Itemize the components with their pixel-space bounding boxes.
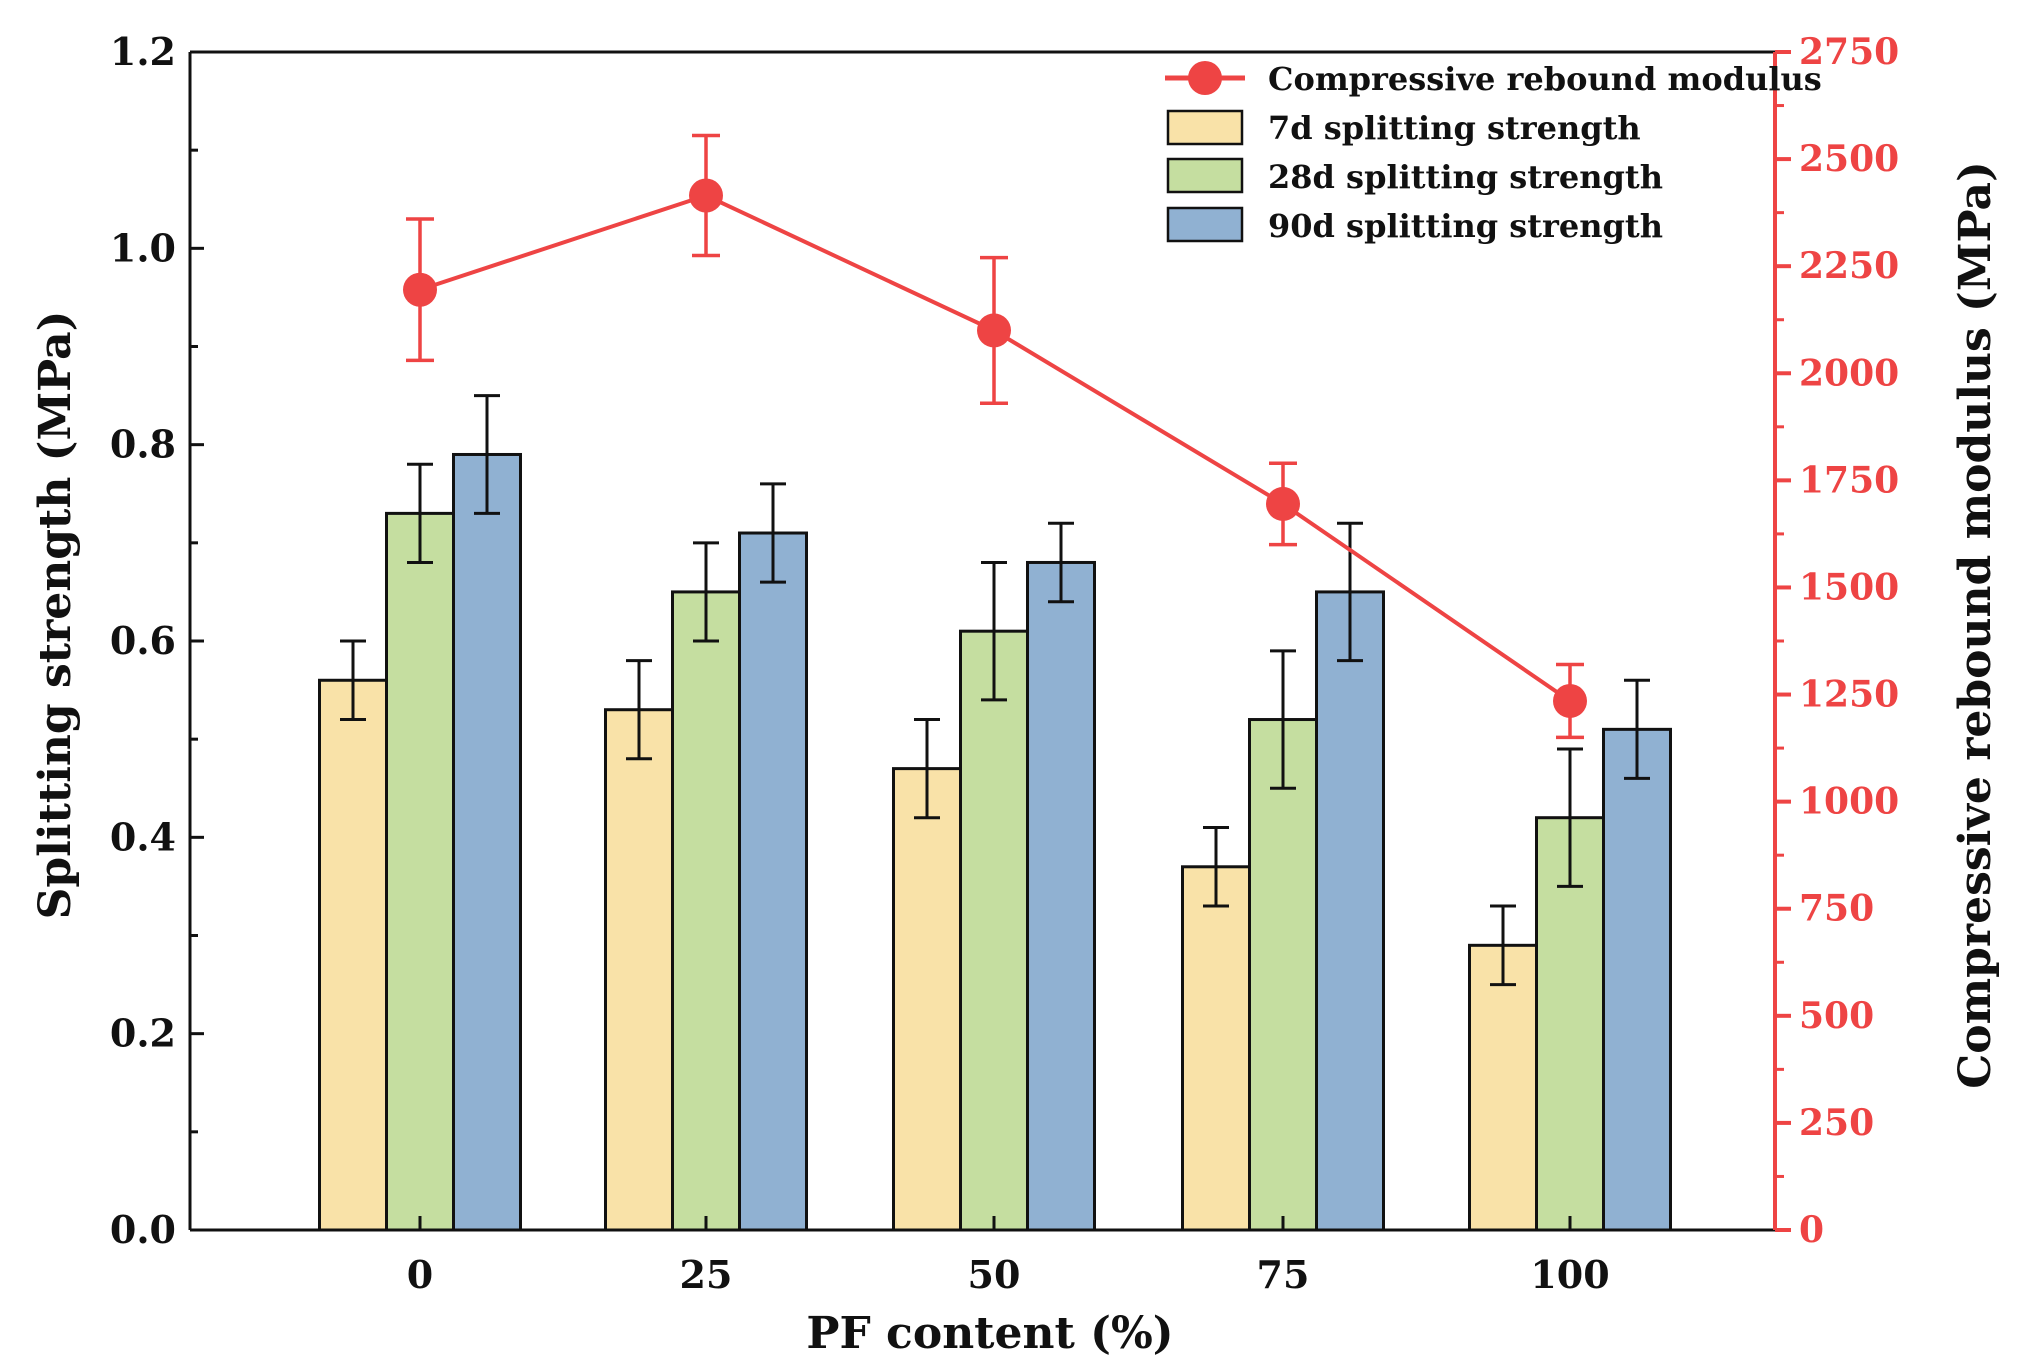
legend-swatch-28d — [1166, 157, 1244, 194]
y-tick-label-right: 2250 — [1799, 245, 1899, 287]
y-axis-title-right: Compressive rebound modulus (MPa) — [1950, 161, 2001, 1089]
bar-90d-0 — [452, 452, 522, 1232]
legend-label-28d: 28d splitting strength — [1268, 158, 1663, 196]
modulus-line-layer — [403, 133, 1587, 740]
bar-90d-25 — [738, 531, 808, 1232]
y-tick-label-left: 0.4 — [110, 814, 176, 859]
modulus-point-0 — [403, 272, 437, 307]
bar-90d-100 — [1602, 727, 1672, 1232]
modulus-point-25 — [689, 178, 723, 213]
x-tick-label-75: 75 — [1257, 1252, 1310, 1297]
y-tick-label-left: 0.8 — [110, 422, 176, 467]
y-tick-label-right: 2750 — [1799, 31, 1899, 73]
y-tick-label-right: 1500 — [1799, 566, 1899, 608]
y-tick-label-right: 750 — [1799, 888, 1874, 930]
bar-7d-25 — [604, 708, 674, 1232]
x-tick-label-25: 25 — [680, 1252, 733, 1297]
y-tick-label-right: 0 — [1799, 1209, 1824, 1251]
bar-28d-25 — [671, 590, 741, 1232]
y-tick-label-left: 1.0 — [110, 225, 176, 270]
y-tick-label-right: 2500 — [1799, 138, 1899, 180]
bar-28d-75 — [1248, 718, 1318, 1232]
x-tick-label-0: 0 — [407, 1252, 433, 1297]
x-axis-title: PF content (%) — [806, 1308, 1173, 1359]
legend-label-7d: 7d splitting strength — [1268, 109, 1641, 147]
y-tick-label-right: 1000 — [1799, 781, 1899, 823]
bar-28d-50 — [959, 629, 1029, 1232]
y-tick-label-left: 0.0 — [110, 1207, 176, 1252]
y-tick-label-left: 1.2 — [110, 29, 176, 74]
y-tick-label-right: 250 — [1799, 1102, 1874, 1144]
bar-7d-0 — [318, 678, 388, 1232]
y-tick-label-right: 1250 — [1799, 674, 1899, 716]
bar-7d-100 — [1468, 943, 1538, 1232]
x-tick-label-50: 50 — [968, 1252, 1021, 1297]
y-tick-label-left: 0.2 — [110, 1011, 176, 1056]
modulus-point-100 — [1553, 683, 1587, 718]
bars-layer — [318, 394, 1672, 1232]
legend: Compressive rebound modulus 7d splitting… — [1165, 60, 1822, 245]
y-tick-label-left: 0.6 — [110, 618, 176, 663]
legend-swatch-7d — [1166, 109, 1244, 146]
modulus-point-75 — [1266, 486, 1300, 521]
legend-label-90d: 90d splitting strength — [1268, 207, 1663, 245]
ticks-layer: 0.00.20.40.60.81.01.20250500750100012501… — [110, 29, 1899, 1297]
y-tick-label-right: 2000 — [1799, 352, 1899, 394]
y-tick-label-right: 1750 — [1799, 459, 1899, 501]
bar-90d-50 — [1026, 560, 1096, 1232]
bar-90d-75 — [1315, 590, 1385, 1232]
y-tick-label-right: 500 — [1799, 995, 1874, 1037]
legend-marker-modulus — [1188, 61, 1222, 95]
legend-label-modulus: Compressive rebound modulus — [1268, 60, 1822, 98]
bar-28d-0 — [385, 511, 455, 1232]
y-axis-title-left: Splitting strength (MPa) — [30, 311, 81, 920]
legend-swatch-90d — [1166, 206, 1244, 243]
modulus-point-50 — [977, 313, 1011, 348]
bar-7d-75 — [1181, 865, 1251, 1232]
x-tick-label-100: 100 — [1530, 1252, 1609, 1297]
bar-7d-50 — [892, 767, 962, 1232]
